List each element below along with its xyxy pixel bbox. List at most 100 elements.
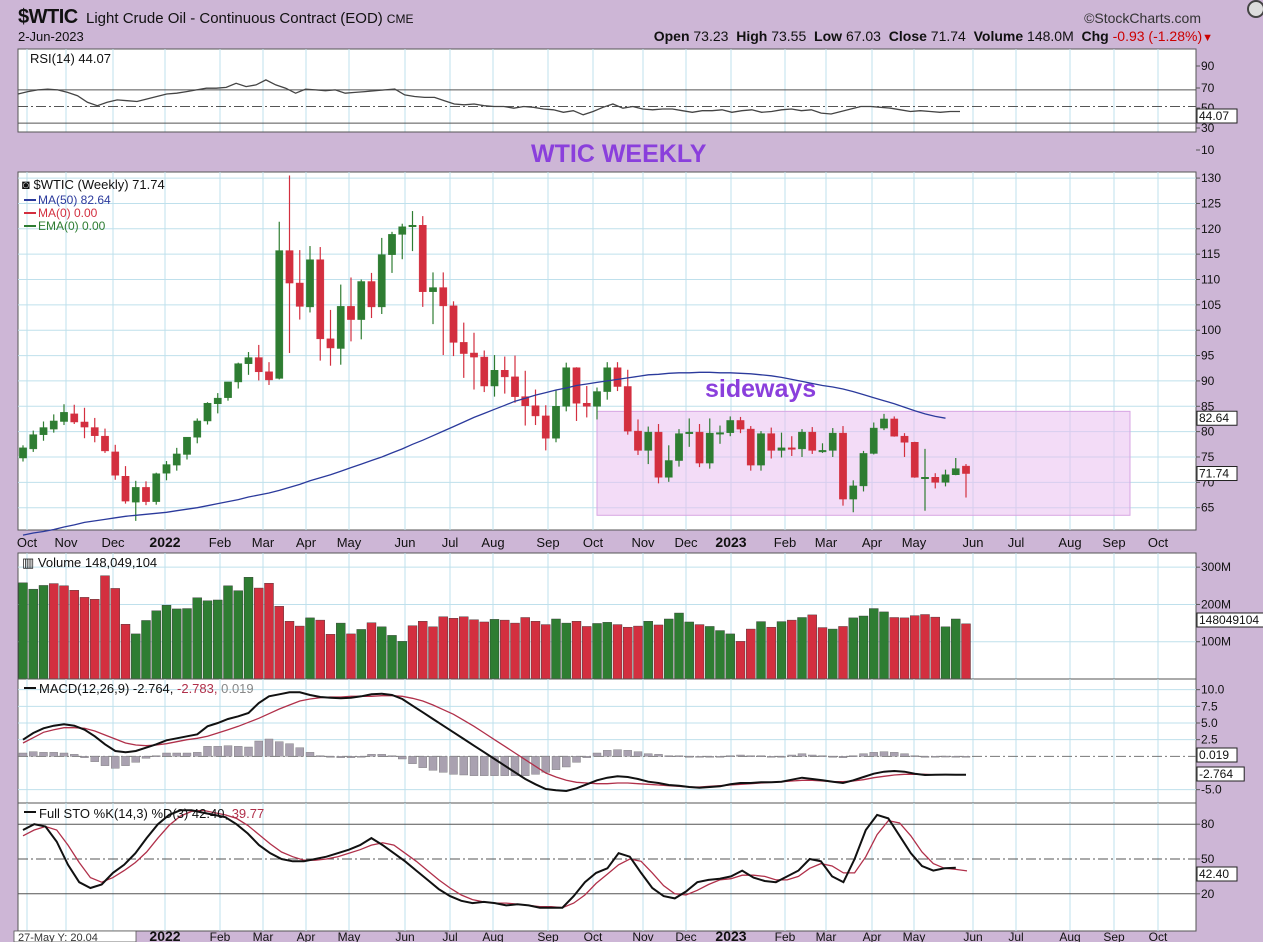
settings-icon[interactable] bbox=[1247, 0, 1263, 18]
macd-histogram-bar bbox=[80, 756, 89, 758]
volume-bar bbox=[725, 633, 735, 680]
macd-histogram-bar bbox=[387, 755, 397, 757]
candle-body bbox=[798, 431, 806, 450]
macd-histogram-bar bbox=[828, 756, 837, 758]
macd-histogram-bar bbox=[715, 756, 725, 758]
candle-body bbox=[787, 447, 796, 450]
sideways-annotation: sideways bbox=[705, 375, 816, 403]
bottom-x-axis-label: Jun bbox=[963, 930, 982, 942]
volume-title: ▥ Volume 148,049,104 bbox=[22, 555, 157, 570]
x-axis-label: Aug bbox=[481, 535, 504, 550]
volume-bar bbox=[807, 614, 817, 680]
price-y-tick-label: 95 bbox=[1201, 349, 1215, 363]
volume-bar bbox=[930, 616, 940, 680]
candle-body bbox=[941, 474, 950, 483]
chg-down-arrow-icon: ▼ bbox=[1202, 32, 1213, 44]
candle-body bbox=[367, 281, 376, 308]
macd-signal-line bbox=[22, 695, 966, 788]
price-y-tick-label: 100 bbox=[1201, 323, 1221, 337]
x-axis-label: Aug bbox=[1058, 535, 1081, 550]
macd-histogram-bar bbox=[767, 756, 776, 758]
bottom-x-axis-label: 2022 bbox=[149, 928, 180, 942]
x-axis-label: 2022 bbox=[149, 534, 180, 550]
x-axis-label: Apr bbox=[296, 535, 317, 550]
macd-histogram-bar bbox=[869, 752, 878, 757]
volume-bar bbox=[858, 615, 869, 680]
volume-bar bbox=[571, 621, 582, 680]
candle-body bbox=[172, 453, 181, 466]
x-axis-label: Oct bbox=[1148, 535, 1169, 550]
macd-histogram-bar bbox=[541, 756, 550, 773]
volume-bar bbox=[284, 621, 295, 680]
rsi-y-tick-label: 90 bbox=[1201, 59, 1215, 73]
price-legend-entry: MA(50) 82.64 bbox=[38, 193, 111, 207]
x-axis-label: Oct bbox=[17, 535, 38, 550]
volume-bar bbox=[243, 577, 254, 680]
macd-y-tick-label: 5.0 bbox=[1201, 716, 1218, 730]
ma50-value-label-box bbox=[1196, 410, 1238, 426]
macd-histogram-bar bbox=[193, 752, 202, 757]
candle-body bbox=[213, 397, 222, 404]
candle-body bbox=[224, 381, 232, 398]
bottom-x-axis-label: Feb bbox=[210, 930, 231, 942]
price-y-tick-label: 110 bbox=[1201, 273, 1220, 287]
volume-bar bbox=[418, 621, 428, 680]
volume-bar bbox=[397, 641, 407, 680]
volume-bar bbox=[653, 624, 664, 680]
macd-histogram-bar bbox=[285, 743, 294, 757]
macd-histogram-bar bbox=[439, 756, 448, 773]
high-value: 73.55 bbox=[771, 28, 807, 44]
stochastic-value-label: 42.40 bbox=[1199, 867, 1229, 881]
bottom-x-axis-label: May bbox=[338, 930, 361, 942]
candle-body bbox=[60, 412, 68, 422]
macd-histogram-bar bbox=[182, 752, 192, 757]
rsi-title: RSI(14) 44.07 bbox=[30, 51, 111, 66]
macd-histogram-bar bbox=[162, 752, 171, 757]
rsi-panel bbox=[17, 48, 1197, 133]
macd-histogram-bar bbox=[777, 756, 786, 758]
candle-body bbox=[39, 427, 48, 435]
macd-histogram-bar bbox=[305, 752, 315, 757]
macd-histogram-bar bbox=[674, 755, 684, 757]
macd-histogram-bar bbox=[244, 746, 253, 757]
macd-histogram-bar bbox=[726, 755, 735, 757]
volume-bar bbox=[899, 617, 910, 680]
volume-bar bbox=[38, 585, 49, 680]
macd-histogram-bar bbox=[90, 756, 99, 762]
macd-histogram-bar bbox=[275, 741, 284, 757]
x-axis-label: Mar bbox=[815, 535, 838, 550]
volume-label: Volume bbox=[973, 28, 1024, 44]
candle-body bbox=[193, 420, 202, 438]
candle-body bbox=[705, 432, 714, 464]
macd-histogram-bar bbox=[203, 746, 212, 757]
ma50-value-label: 82.64 bbox=[1199, 411, 1229, 425]
volume-bar bbox=[643, 621, 653, 680]
macd-histogram-value: 0.019 bbox=[221, 681, 254, 696]
candle-body bbox=[521, 396, 530, 407]
macd-histogram-bar bbox=[818, 755, 827, 757]
volume-bar bbox=[428, 626, 438, 680]
volume-bar bbox=[664, 618, 674, 680]
candle-body bbox=[603, 367, 612, 392]
bottom-x-axis-label: Sep bbox=[1103, 930, 1125, 942]
macd-histogram-bar bbox=[941, 755, 950, 758]
candle-body bbox=[336, 306, 345, 349]
macd-histogram-bar bbox=[39, 752, 48, 757]
symbol-title: $WTIC bbox=[18, 6, 78, 28]
volume-y-tick-label: 100M bbox=[1201, 635, 1231, 649]
x-axis-label: Jun bbox=[963, 535, 984, 550]
volume-bar bbox=[448, 618, 459, 680]
volume-bar bbox=[151, 610, 161, 680]
volume-bar bbox=[694, 624, 705, 680]
bottom-x-axis-label: Feb bbox=[775, 930, 796, 942]
volume-bar bbox=[817, 627, 828, 680]
rsi-value-label-box bbox=[1196, 108, 1238, 124]
macd-histogram-bar bbox=[756, 755, 766, 757]
macd-value-label: -2.764 bbox=[1199, 767, 1233, 781]
candle-body bbox=[613, 367, 622, 387]
candle-body bbox=[121, 475, 130, 502]
macd-histogram-bar bbox=[531, 756, 540, 775]
price-y-tick-label: 130 bbox=[1201, 171, 1221, 185]
candle-body bbox=[910, 442, 919, 478]
